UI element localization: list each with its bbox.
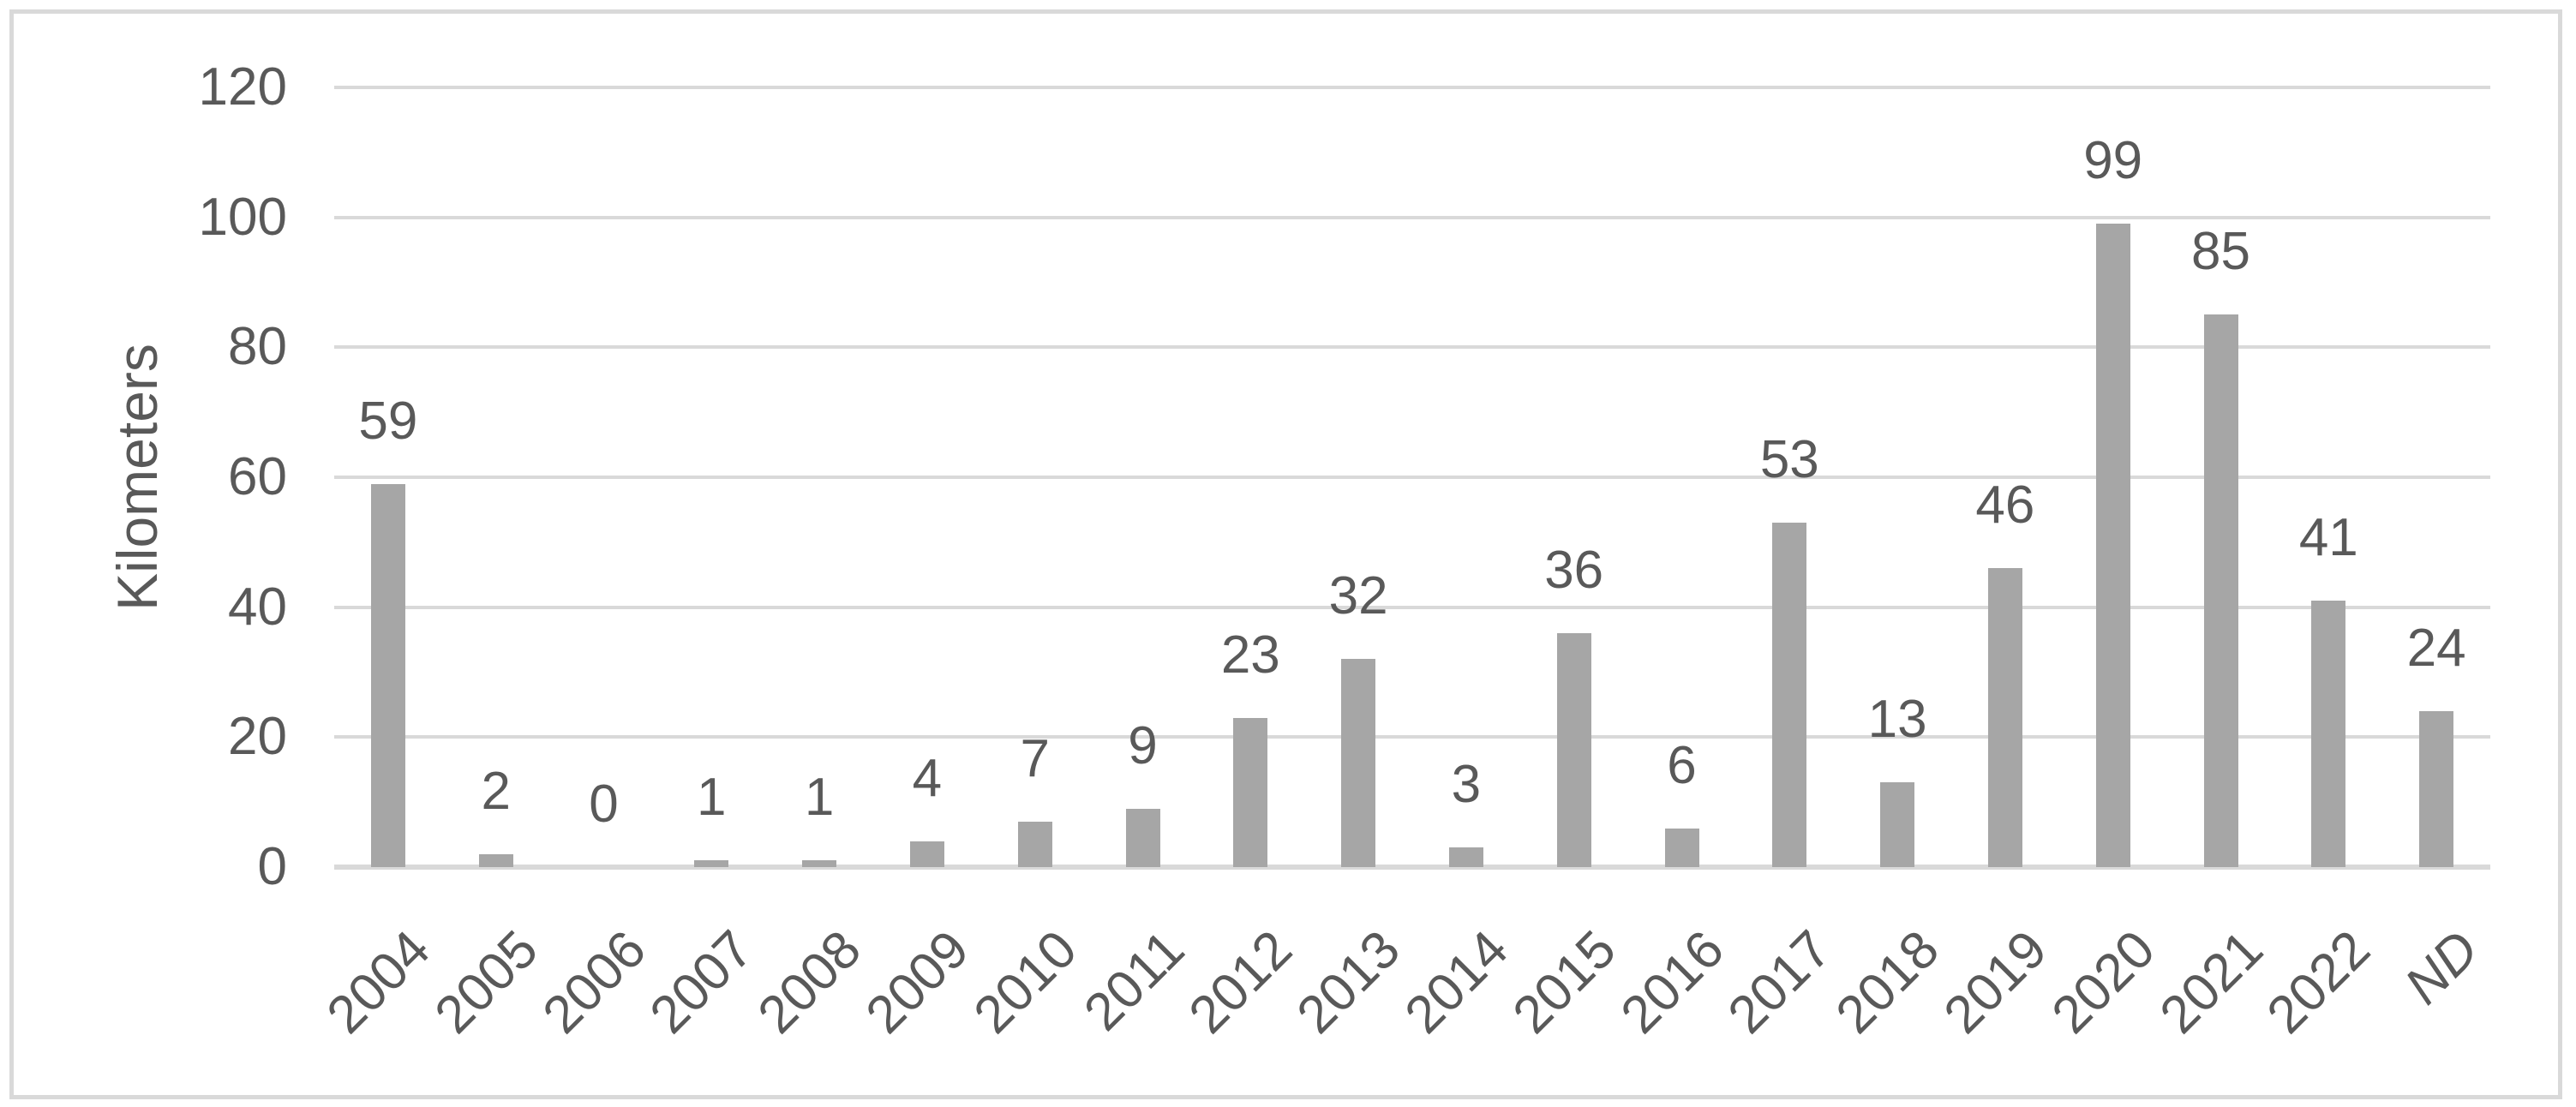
bar-value-label: 4: [912, 748, 943, 808]
bar: [2203, 314, 2238, 867]
bar: [694, 860, 729, 867]
bar-value-label: 59: [358, 391, 418, 451]
bar: [1772, 523, 1807, 867]
bar-value-label: 53: [1759, 430, 1819, 490]
bar-value-label: 85: [2191, 222, 2250, 282]
bar: [1880, 782, 1915, 867]
bar: [1233, 717, 1268, 867]
y-axis-tick-label: 0: [257, 837, 287, 896]
bar: [478, 853, 513, 867]
y-axis-tick-label: 60: [228, 447, 287, 506]
y-axis-tick-label: 40: [228, 577, 287, 637]
bar: [1125, 808, 1160, 867]
bar-value-label: 13: [1867, 690, 1927, 750]
bar: [370, 483, 405, 867]
gridline: [334, 735, 2490, 739]
bar: [802, 860, 837, 867]
bar-value-label: 9: [1128, 715, 1158, 775]
bar-value-label: 32: [1328, 566, 1388, 626]
bar: [1448, 847, 1483, 867]
y-axis-tick-label: 80: [228, 317, 287, 377]
bar: [909, 841, 944, 867]
bar-value-label: 23: [1220, 625, 1280, 685]
gridline: [334, 215, 2490, 219]
chart-frame-border: [9, 9, 2562, 1099]
bar-value-label: 1: [804, 768, 835, 828]
bar: [2311, 601, 2346, 867]
bar: [2095, 224, 2130, 867]
gridline: [334, 605, 2490, 609]
bar-value-label: 41: [2298, 508, 2358, 568]
bar: [1664, 828, 1699, 867]
bar-value-label: 99: [2083, 131, 2143, 191]
y-axis-tick-label: 100: [198, 187, 287, 247]
y-axis-tick-label: 20: [228, 707, 287, 767]
bar-value-label: 6: [1667, 735, 1697, 795]
bar: [1017, 821, 1052, 867]
bar-value-label: 7: [1020, 728, 1050, 788]
bar-value-label: 0: [589, 775, 619, 834]
gridline: [334, 476, 2490, 479]
bar-value-label: 36: [1544, 541, 1604, 600]
bar: [1341, 659, 1376, 867]
gridline: [334, 345, 2490, 350]
gridline: [334, 86, 2490, 89]
bar-value-label: 3: [1451, 755, 1482, 815]
y-axis-tick-label: 120: [198, 57, 287, 117]
bar-value-label: 2: [481, 761, 511, 821]
bar: [1987, 568, 2022, 867]
x-axis-line: [334, 865, 2490, 870]
bar: [1556, 633, 1591, 867]
bar: [2419, 711, 2454, 867]
bar-value-label: 1: [697, 768, 727, 828]
bar-value-label: 46: [1975, 476, 2035, 536]
bar-value-label: 24: [2406, 619, 2466, 678]
